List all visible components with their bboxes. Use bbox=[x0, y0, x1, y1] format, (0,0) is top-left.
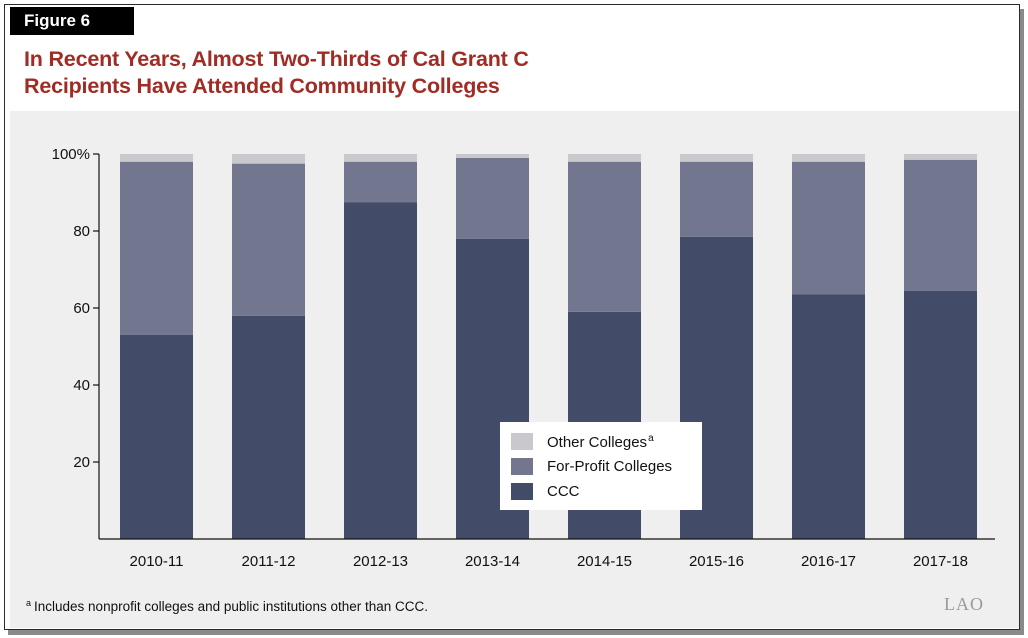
footnote: a Includes nonprofit colleges and public … bbox=[26, 598, 428, 614]
legend-swatch-ccc bbox=[511, 483, 533, 500]
legend-item-ccc: CCC bbox=[511, 479, 702, 504]
figure-label: Figure 6 bbox=[10, 7, 134, 35]
x-tick-label-2011-12: 2011-12 bbox=[242, 553, 296, 570]
x-tick-label-2010-11: 2010-11 bbox=[130, 553, 184, 570]
x-tick-label-2014-15: 2014-15 bbox=[577, 553, 632, 570]
bar-other-colleges-2015-16 bbox=[680, 154, 753, 162]
bar-ccc-2012-13 bbox=[344, 202, 417, 539]
bar-for-profit-colleges-2012-13 bbox=[344, 161, 417, 203]
footnote-text: Includes nonprofit colleges and public i… bbox=[34, 599, 428, 614]
bar-for-profit-colleges-2017-18 bbox=[904, 159, 977, 291]
y-tick-label-40: 40 bbox=[73, 377, 90, 394]
x-tick-label-2017-18: 2017-18 bbox=[913, 553, 968, 570]
legend-item-other: Other Collegesa bbox=[511, 429, 702, 454]
legend-swatch-for-profit bbox=[511, 458, 533, 475]
legend-swatch-other bbox=[511, 433, 533, 450]
x-tick-label-2015-16: 2015-16 bbox=[689, 553, 744, 570]
bar-other-colleges-2017-18 bbox=[904, 154, 977, 160]
bar-for-profit-colleges-2016-17 bbox=[792, 161, 865, 295]
legend-label-other: Other Collegesa bbox=[547, 433, 654, 451]
bar-other-colleges-2016-17 bbox=[792, 154, 865, 162]
bar-ccc-2010-11 bbox=[120, 334, 193, 539]
legend-label-ccc: CCC bbox=[547, 483, 580, 500]
chart-title-line-2: Recipients Have Attended Community Colle… bbox=[24, 74, 500, 98]
chart-title: In Recent Years, Almost Two-Thirds of Ca… bbox=[24, 46, 784, 100]
x-tick-label-2016-17: 2016-17 bbox=[801, 553, 856, 570]
y-tick-label-80: 80 bbox=[73, 223, 90, 240]
x-tick-label-2013-14: 2013-14 bbox=[465, 553, 520, 570]
y-tick-label-100: 100% bbox=[52, 146, 90, 163]
bar-ccc-2016-17 bbox=[792, 294, 865, 539]
bar-other-colleges-2013-14 bbox=[456, 154, 529, 158]
legend-footnote-marker: a bbox=[648, 432, 654, 444]
bar-other-colleges-2014-15 bbox=[568, 154, 641, 162]
bar-for-profit-colleges-2010-11 bbox=[120, 161, 193, 335]
bar-for-profit-colleges-2015-16 bbox=[680, 161, 753, 237]
bar-other-colleges-2011-12 bbox=[232, 154, 305, 164]
legend-item-for-profit: For-Profit Colleges bbox=[511, 454, 702, 479]
footnote-marker: a bbox=[26, 598, 32, 608]
y-tick-label-60: 60 bbox=[73, 300, 90, 317]
bar-ccc-2011-12 bbox=[232, 315, 305, 539]
y-tick-label-20: 20 bbox=[73, 454, 90, 471]
bar-for-profit-colleges-2014-15 bbox=[568, 161, 641, 312]
legend: Other Collegesa For-Profit Colleges CCC bbox=[500, 422, 702, 510]
chart-area: 2010-11 2011-12 2012-13 2013-14 2014-15 2015-… bbox=[10, 111, 1019, 628]
bar-for-profit-colleges-2013-14 bbox=[456, 157, 529, 239]
bar-other-colleges-2010-11 bbox=[120, 154, 193, 162]
stacked-bar-chart: 2010-11 2011-12 2012-13 2013-14 2014-15 2015-… bbox=[52, 146, 995, 570]
legend-label-other-text: Other Colleges bbox=[547, 433, 648, 451]
x-tick-label-2012-13: 2012-13 bbox=[353, 553, 408, 570]
lao-logo: LAO bbox=[944, 594, 984, 614]
bar-for-profit-colleges-2011-12 bbox=[232, 163, 305, 316]
chart-title-line-1: In Recent Years, Almost Two-Thirds of Ca… bbox=[24, 47, 529, 71]
bar-ccc-2017-18 bbox=[904, 290, 977, 539]
legend-label-for-profit: For-Profit Colleges bbox=[547, 458, 673, 475]
bar-other-colleges-2012-13 bbox=[344, 154, 417, 162]
